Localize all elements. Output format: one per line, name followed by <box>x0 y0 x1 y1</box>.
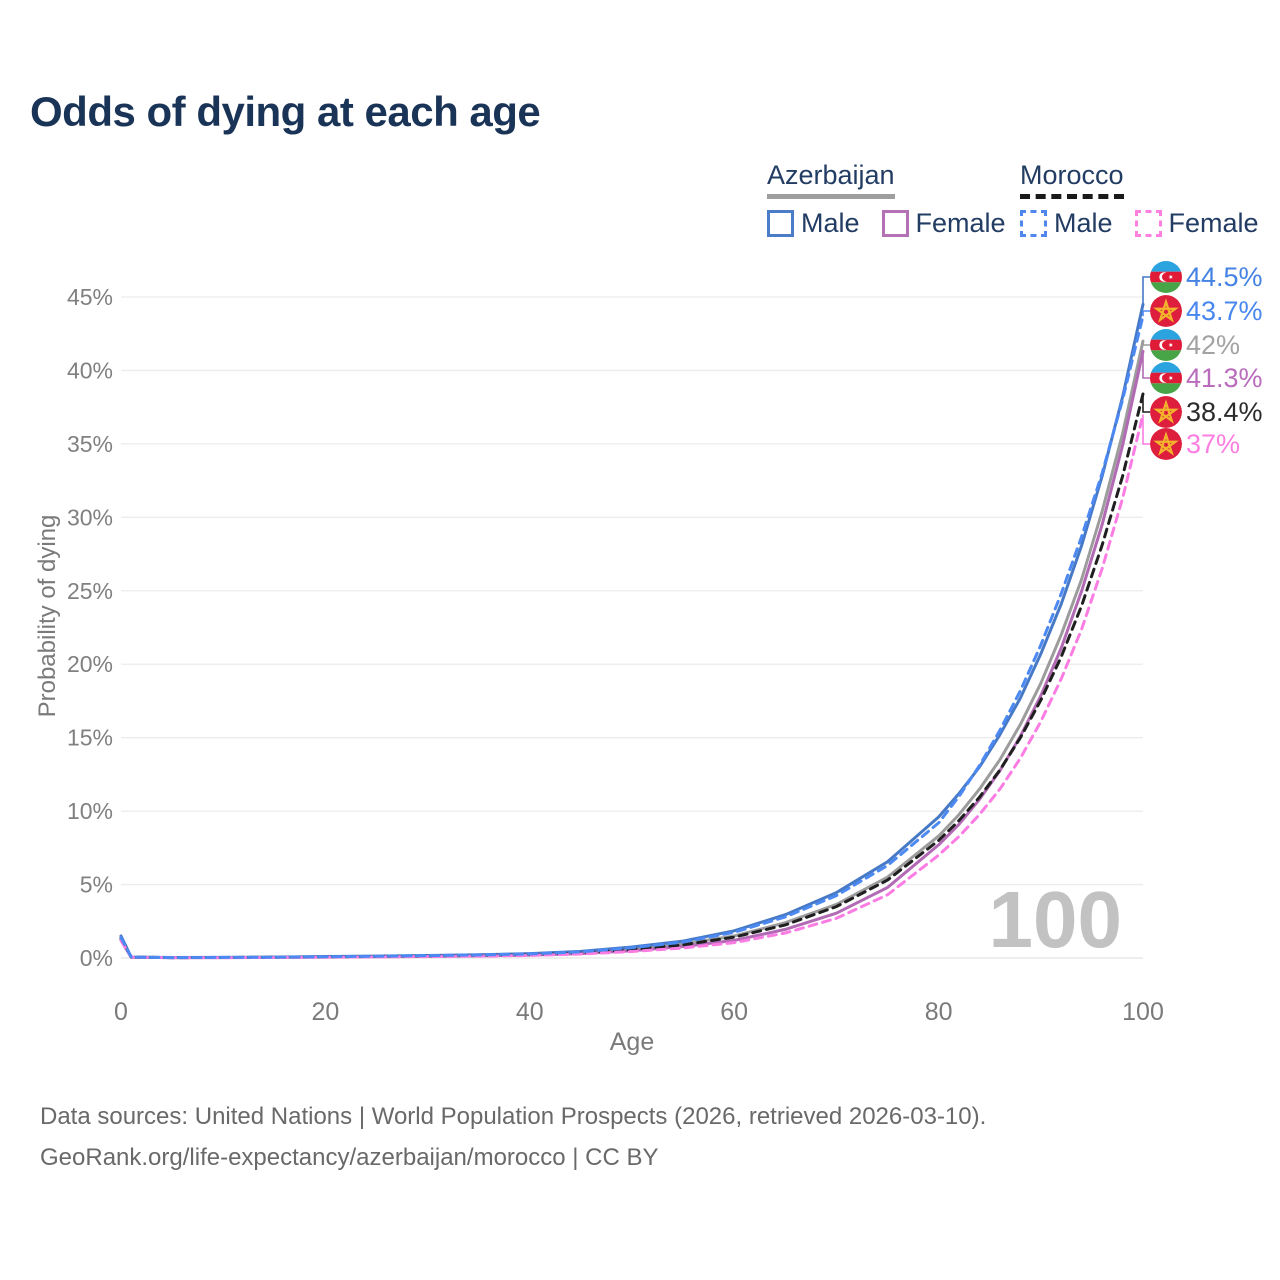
y-axis-title: Probability of dying <box>34 514 61 718</box>
legend-item-label: Male <box>1054 208 1113 238</box>
end-label-value: 38.4% <box>1186 397 1263 427</box>
y-tick-label: 30% <box>67 504 113 530</box>
series-line-azerbaijan-female <box>119 349 1145 960</box>
y-tick-label: 5% <box>80 872 113 898</box>
x-tick-label: 100 <box>1122 998 1164 1026</box>
morocco-flag-icon <box>1150 396 1182 428</box>
legend-header-morocco: Morocco <box>1020 160 1124 199</box>
x-tick-label: 60 <box>720 998 748 1026</box>
legend-row-azerbaijan: Male Female <box>767 208 1006 239</box>
y-tick-label: 40% <box>67 357 113 383</box>
legend-row-morocco: Male Female <box>1020 208 1259 239</box>
female-dashed-swatch-icon <box>1134 210 1162 237</box>
legend-item-label: Male <box>801 208 860 238</box>
x-axis-title: Age <box>609 1028 655 1056</box>
y-tick-label: 20% <box>67 651 113 677</box>
end-label-leader <box>1142 276 1150 305</box>
page-title: Odds of dying at each age <box>30 88 541 135</box>
x-tick-label: 80 <box>925 998 953 1026</box>
end-label-value: 42% <box>1186 330 1240 360</box>
legend-item-azerbaijan-female[interactable]: Female <box>881 208 1006 239</box>
azerbaijan-flag-icon <box>1150 362 1182 394</box>
morocco-flag-icon <box>1150 295 1182 327</box>
azerbaijan-flag-icon <box>1150 261 1182 293</box>
legend-group-morocco: Morocco Male Female <box>1020 160 1259 239</box>
morocco-flag-icon <box>1150 428 1182 460</box>
end-label-value: 37% <box>1186 429 1240 459</box>
y-tick-label: 10% <box>67 798 113 824</box>
series-line-azerbaijan-male <box>119 302 1145 959</box>
age-counter-watermark: 100 <box>988 875 1122 964</box>
footer-attribution: GeoRank.org/life-expectancy/azerbaijan/m… <box>40 1144 659 1171</box>
y-tick-label: 35% <box>67 431 113 457</box>
footer-data-sources: Data sources: United Nations | World Pop… <box>40 1103 987 1130</box>
male-dashed-swatch-icon <box>1020 210 1047 237</box>
legend-header-azerbaijan: Azerbaijan <box>767 160 895 199</box>
legend-item-morocco-male[interactable]: Male <box>1020 208 1113 239</box>
footer: Data sources: United Nations | World Pop… <box>40 1096 1250 1178</box>
series-line-morocco-male <box>119 314 1145 960</box>
y-tick-label: 25% <box>67 578 113 604</box>
y-tick-label: 0% <box>80 945 113 971</box>
female-solid-swatch-icon <box>881 210 909 237</box>
y-tick-label: 45% <box>67 284 113 310</box>
male-solid-swatch-icon <box>767 210 794 237</box>
legend-item-label: Female <box>915 208 1006 238</box>
x-tick-label: 0 <box>114 998 128 1026</box>
azerbaijan-flag-icon <box>1150 329 1182 361</box>
end-label-leader <box>1142 414 1150 445</box>
y-tick-label: 15% <box>67 725 113 751</box>
end-label-value: 41.3% <box>1186 363 1263 393</box>
end-label-leader <box>1142 393 1150 413</box>
end-label-leader <box>1142 310 1150 317</box>
series-line-azerbaijan-both <box>119 339 1145 960</box>
series-line-morocco-both <box>119 392 1145 960</box>
end-label-leader <box>1142 341 1150 346</box>
end-label-value: 43.7% <box>1186 296 1263 326</box>
legend-item-morocco-female[interactable]: Female <box>1134 208 1259 239</box>
x-tick-label: 20 <box>311 998 339 1026</box>
legend-group-azerbaijan: Azerbaijan Male Female <box>767 160 1006 239</box>
x-tick-label: 40 <box>516 998 544 1026</box>
end-label-value: 44.5% <box>1186 262 1263 292</box>
end-label-leader <box>1142 351 1150 379</box>
legend-item-azerbaijan-male[interactable]: Male <box>767 208 860 239</box>
legend-item-label: Female <box>1168 208 1259 238</box>
